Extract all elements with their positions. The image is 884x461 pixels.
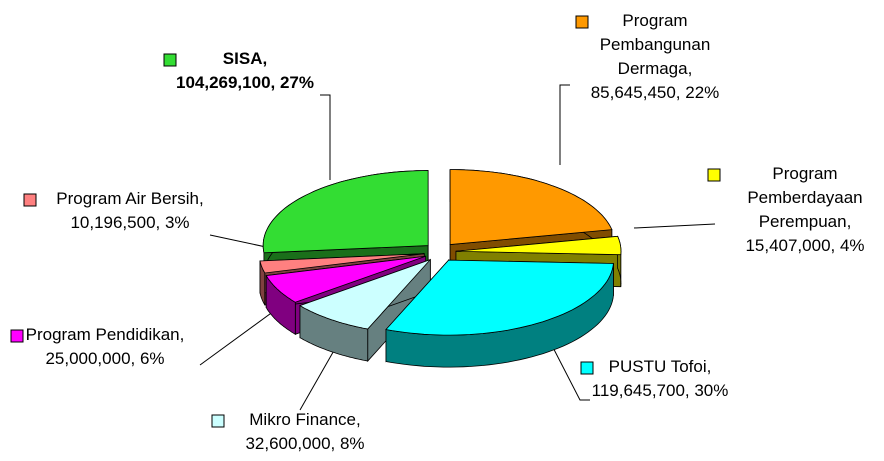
leader-line: [559, 84, 570, 165]
leader-line: [544, 331, 590, 401]
slice: [265, 255, 426, 303]
data-label: Program Pemberdayaan Perempuan, 15,407,000,…: [745, 164, 864, 255]
data-label: Program Pembangunan Dermaga, 85,645,450, 22…: [591, 11, 720, 102]
legend-marker: [580, 361, 594, 375]
slice: [259, 253, 425, 274]
data-label: Program Pendidikan, 25,000,000, 6%: [26, 325, 185, 368]
data-label: PUSTU Tofoi, 119,645,700, 30%: [592, 357, 729, 400]
slice: [455, 235, 622, 256]
legend-marker: [575, 15, 589, 29]
leader-line: [633, 223, 716, 229]
legend-marker: [23, 193, 37, 207]
legend-marker: [707, 168, 721, 182]
legend-marker: [163, 53, 177, 67]
pie: [259, 169, 622, 368]
legend-marker: [10, 329, 24, 343]
slice: [262, 170, 429, 254]
data-label: SISA, 104,269,100, 27%: [176, 49, 314, 92]
slice: [299, 259, 431, 330]
leader-line: [320, 94, 331, 180]
legend-marker: [211, 414, 225, 428]
data-label: Mikro Finance, 32,600,000, 8%: [245, 410, 364, 453]
slice: [449, 169, 613, 246]
slice: [385, 259, 614, 336]
data-label: Program Air Bersih, 10,196,500, 3%: [56, 189, 203, 232]
